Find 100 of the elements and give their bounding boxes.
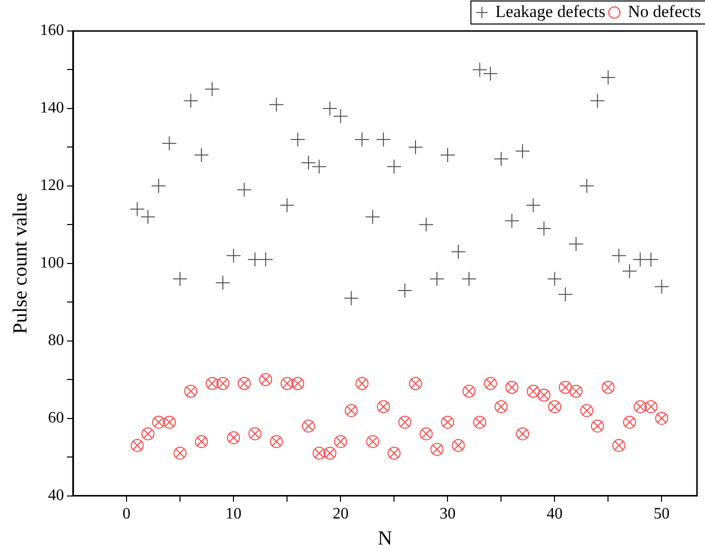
point	[602, 380, 615, 394]
y-tick-label: 140	[40, 100, 64, 117]
point	[504, 213, 520, 228]
point	[570, 384, 583, 398]
legend-label: Leakage defects	[495, 2, 606, 21]
point	[655, 412, 668, 425]
x-tick-label: 50	[654, 506, 670, 523]
y-tick-label: 80	[48, 332, 64, 350]
point	[152, 416, 166, 429]
point	[568, 236, 584, 252]
y-tick-label: 40	[48, 487, 64, 504]
point	[226, 248, 242, 264]
point	[376, 132, 391, 147]
point	[537, 388, 550, 402]
point	[558, 286, 573, 302]
y-tick-label: 120	[40, 177, 64, 194]
point	[227, 431, 240, 444]
point	[204, 82, 220, 97]
point	[494, 400, 508, 414]
point	[344, 404, 358, 418]
y-tick-label: 60	[48, 410, 64, 427]
point	[194, 435, 208, 448]
point	[194, 147, 209, 162]
point	[333, 108, 348, 124]
point	[472, 62, 488, 78]
point	[300, 155, 316, 170]
point	[505, 380, 518, 394]
point	[429, 271, 444, 286]
point	[600, 70, 616, 85]
point	[450, 244, 466, 260]
point	[174, 446, 187, 460]
point	[184, 384, 198, 398]
point	[355, 376, 368, 390]
point	[130, 202, 145, 217]
point	[526, 384, 540, 398]
point	[130, 438, 144, 452]
point	[323, 446, 336, 460]
point	[440, 147, 456, 162]
point	[376, 400, 390, 414]
y-tick-label: 100	[40, 254, 64, 272]
point	[183, 93, 198, 108]
point	[590, 93, 605, 108]
point	[409, 376, 422, 390]
point	[420, 427, 433, 440]
point	[558, 380, 572, 394]
point	[482, 66, 498, 82]
point	[408, 140, 424, 155]
point	[366, 435, 380, 448]
x-tick-label: 40	[546, 506, 563, 523]
y-axis-title: Pulse count value	[9, 192, 32, 334]
point	[441, 416, 454, 429]
point	[548, 400, 562, 414]
point	[611, 248, 626, 264]
point	[388, 446, 401, 460]
point	[430, 442, 444, 456]
point	[354, 132, 370, 147]
x-tick-label: 20	[332, 506, 349, 523]
point	[634, 400, 647, 414]
point	[462, 384, 476, 398]
point	[140, 209, 156, 224]
point	[536, 221, 552, 236]
point	[484, 376, 497, 390]
point	[151, 178, 166, 194]
x-tick-label: 10	[226, 506, 242, 523]
point	[334, 435, 348, 448]
point	[654, 279, 670, 294]
x-tick-label: 0	[122, 506, 131, 523]
point	[623, 416, 636, 429]
x-axis-title: N	[378, 527, 392, 550]
point	[462, 271, 477, 286]
point	[280, 376, 294, 390]
y-tick-label: 160	[40, 22, 64, 40]
point	[365, 209, 380, 224]
point	[644, 400, 658, 414]
point	[344, 290, 359, 306]
point	[141, 427, 154, 440]
point	[516, 427, 530, 440]
point	[290, 132, 306, 147]
point	[322, 100, 338, 116]
point	[270, 435, 283, 448]
point	[579, 178, 594, 194]
point	[418, 217, 434, 232]
point	[590, 420, 604, 433]
point	[236, 182, 252, 198]
point	[473, 416, 486, 429]
point	[452, 438, 465, 452]
point	[398, 416, 412, 429]
point	[215, 275, 230, 290]
point	[622, 264, 638, 279]
x-tick-label: 30	[440, 506, 456, 523]
point	[268, 97, 284, 112]
point	[302, 420, 315, 433]
point	[162, 416, 176, 429]
point	[216, 376, 230, 390]
point	[397, 283, 412, 298]
legend-label: No defects	[628, 2, 702, 21]
point	[612, 438, 626, 452]
point	[259, 373, 272, 386]
point	[312, 159, 327, 174]
point	[291, 376, 304, 390]
